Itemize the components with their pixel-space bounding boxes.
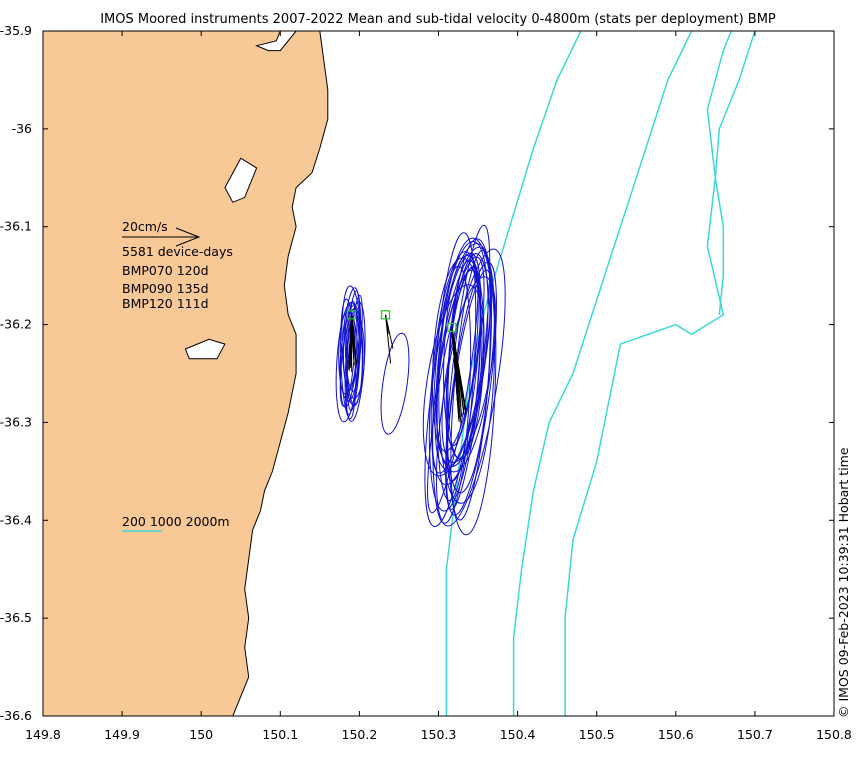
variance-ellipse: [446, 238, 497, 536]
x-tick-label: 149.8: [25, 727, 61, 742]
variance-ellipse: [435, 248, 506, 527]
variance-ellipse: [445, 224, 491, 510]
land: [43, 31, 329, 716]
x-tick-label: 150.6: [658, 727, 694, 742]
x-tick-label: 150.1: [262, 727, 298, 742]
variance-ellipse: [335, 301, 360, 423]
inlet-1: [184, 338, 226, 360]
scale-arrow-label: 20cm/s: [122, 219, 168, 234]
x-tick-label: 150.7: [737, 727, 773, 742]
isobath-3: [714, 31, 756, 315]
x-axis: 149.8 149.9 150 150.1 150.2 150.3 150.4 150.5 15…: [25, 31, 852, 742]
variance-ellipse: [341, 285, 363, 407]
velocity-vector: [451, 327, 459, 404]
x-tick-label: 150.3: [421, 727, 457, 742]
mooring-marker-0: [346, 310, 357, 320]
x-tick-label: 150.5: [579, 727, 615, 742]
deployment-label-0: BMP070 120d: [122, 263, 209, 278]
isobath-label: 200 1000 2000m: [122, 514, 230, 529]
variance-ellipse: [432, 232, 477, 524]
x-tick-label: 150.8: [816, 727, 852, 742]
y-tick-label: -36: [12, 121, 32, 136]
plot-area: [42, 30, 835, 717]
deployment-label-2: BMP120 111d: [122, 296, 209, 311]
y-axis: -35.9 -36 -36.1 -36.2 -36.3 -36.4 -36.5 -36.6: [0, 23, 834, 723]
inlet-0: [224, 157, 258, 203]
y-tick-label: -36.6: [0, 708, 32, 723]
variance-ellipse: [435, 243, 495, 473]
velocity-vector: [348, 314, 352, 356]
y-tick-label: -36.5: [0, 610, 32, 625]
chart-title: IMOS Moored instruments 2007-2022 Mean a…: [100, 12, 776, 27]
isobath-0: [445, 31, 582, 716]
y-tick-label: -36.3: [0, 414, 32, 429]
y-tick-label: -36.1: [0, 219, 32, 234]
variance-ellipse: [380, 332, 410, 435]
mooring-marker-1: [380, 310, 391, 320]
velocity-vector: [385, 314, 392, 364]
variance-ellipse: [430, 240, 489, 486]
y-tick-label: -36.2: [0, 317, 32, 332]
x-tick-label: 149.9: [104, 727, 140, 742]
variance-ellipse: [422, 284, 485, 477]
y-tick-label: -35.9: [0, 23, 32, 38]
deployment-label-1: BMP090 135d: [122, 281, 209, 296]
isobath-2: [564, 31, 732, 716]
variance-ellipse: [438, 237, 496, 504]
device-days-label: 5581 device-days: [122, 244, 233, 259]
mooring-marker-2: [447, 322, 457, 333]
y-tick-label: -36.4: [0, 512, 32, 527]
isobath-1: [512, 31, 693, 716]
x-tick-label: 150.2: [342, 727, 378, 742]
variance-ellipse: [338, 311, 359, 402]
x-tick-label: 150: [189, 727, 213, 742]
x-tick-label: 150.4: [500, 727, 536, 742]
timestamp-label: © IMOS 09-Feb-2023 10:39:31 Hobart time: [836, 447, 851, 718]
scale-arrow-head: [175, 227, 201, 247]
velocity-vector: [385, 314, 394, 349]
map-layer: [43, 31, 756, 716]
